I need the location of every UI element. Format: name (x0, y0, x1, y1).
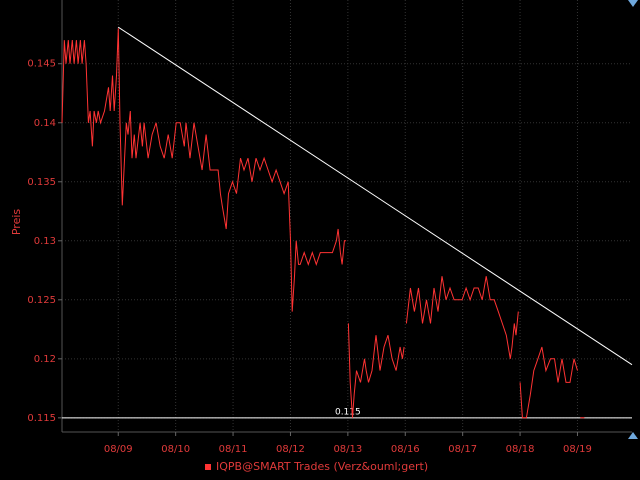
scroll-marker[interactable] (628, 432, 638, 439)
price-line (61, 28, 585, 419)
legend-swatch (205, 464, 211, 470)
x-tick-label: 08/17 (448, 444, 477, 455)
x-tick-label: 08/09 (104, 444, 133, 455)
y-tick-label: 0.12 (34, 354, 56, 365)
y-tick-label: 0.13 (34, 236, 56, 247)
legend-label: IQPB@SMART Trades (Verz&ouml;gert) (216, 460, 428, 473)
x-tick-label: 08/16 (391, 444, 420, 455)
reference-label: 0.115 (335, 407, 361, 417)
scroll-marker[interactable] (628, 0, 638, 7)
y-tick-label: 0.115 (27, 413, 56, 424)
y-tick-label: 0.125 (27, 295, 56, 306)
x-tick-label: 08/19 (563, 444, 592, 455)
trend-line (117, 26, 633, 366)
y-tick-label: 0.14 (34, 118, 56, 129)
x-tick-label: 08/11 (219, 444, 248, 455)
x-tick-label: 08/13 (333, 444, 362, 455)
y-tick-label: 0.145 (27, 59, 56, 70)
x-tick-label: 08/12 (276, 444, 305, 455)
x-tick-label: 08/10 (161, 444, 190, 455)
x-tick-label: 08/18 (506, 444, 535, 455)
y-axis-label: Preis (10, 209, 23, 236)
y-tick-label: 0.135 (27, 177, 56, 188)
